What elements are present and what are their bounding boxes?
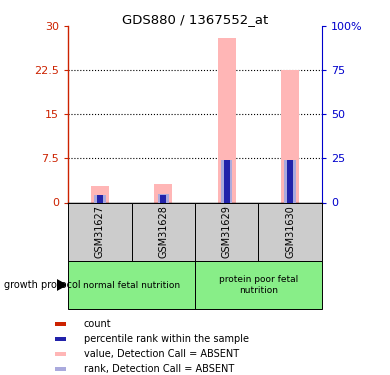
Bar xyxy=(288,196,292,202)
Bar xyxy=(97,195,103,202)
Text: GSM31628: GSM31628 xyxy=(158,205,168,258)
Bar xyxy=(55,367,66,371)
Bar xyxy=(154,184,172,203)
Bar xyxy=(195,202,258,261)
Text: GDS880 / 1367552_at: GDS880 / 1367552_at xyxy=(122,13,268,26)
Bar xyxy=(195,261,322,309)
Bar xyxy=(218,38,236,203)
Bar xyxy=(284,160,296,202)
Bar xyxy=(98,196,102,202)
Text: percentile rank within the sample: percentile rank within the sample xyxy=(84,334,249,344)
Text: GSM31629: GSM31629 xyxy=(222,205,232,258)
Text: rank, Detection Call = ABSENT: rank, Detection Call = ABSENT xyxy=(84,364,234,374)
Bar xyxy=(68,202,132,261)
Bar xyxy=(158,194,169,202)
Text: GSM31630: GSM31630 xyxy=(285,205,295,258)
Bar xyxy=(221,160,232,202)
Text: growth protocol: growth protocol xyxy=(4,280,80,290)
Bar xyxy=(287,160,293,202)
Bar xyxy=(91,186,109,202)
Bar xyxy=(55,352,66,356)
Bar xyxy=(281,70,299,202)
Bar xyxy=(68,261,195,309)
Bar xyxy=(258,202,322,261)
Text: normal fetal nutrition: normal fetal nutrition xyxy=(83,280,180,290)
Bar xyxy=(55,337,66,341)
Bar xyxy=(55,322,66,326)
Text: count: count xyxy=(84,319,112,329)
Bar xyxy=(223,160,230,202)
Bar xyxy=(132,202,195,261)
Text: GSM31627: GSM31627 xyxy=(95,205,105,258)
Polygon shape xyxy=(57,280,66,290)
Bar xyxy=(161,196,165,202)
Bar xyxy=(94,195,106,202)
Text: protein poor fetal
nutrition: protein poor fetal nutrition xyxy=(219,275,298,295)
Bar xyxy=(225,196,229,202)
Text: value, Detection Call = ABSENT: value, Detection Call = ABSENT xyxy=(84,349,239,359)
Bar xyxy=(160,195,167,202)
